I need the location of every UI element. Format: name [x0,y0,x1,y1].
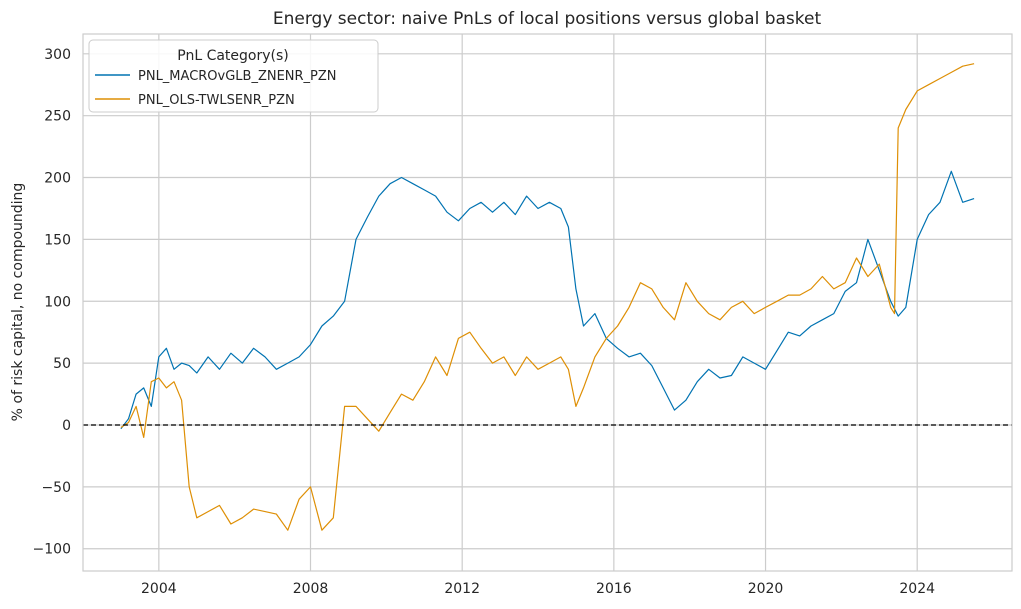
y-tick-label: 50 [53,356,71,372]
legend-label: PNL_OLS-TWLSENR_PZN [138,93,295,108]
y-tick-label: 0 [62,418,71,434]
y-tick-label: 300 [44,47,71,63]
series-line [120,170,975,430]
y-axis: −100 −50 0 50 100 150 200 250 300 [33,47,71,558]
y-tick-label: −50 [41,480,71,496]
chart-title: Energy sector: naive PnLs of local posit… [273,9,822,29]
y-tick-label: 250 [44,109,71,125]
legend: PnL Category(s) PNL_MACROvGLB_ZNENR_PZN … [88,39,379,113]
plot-background [83,34,1012,571]
x-tick-label: 2020 [748,581,784,597]
plot-frame [82,33,1013,572]
y-tick-label: −100 [33,542,71,558]
grid [83,34,1012,571]
x-tick-label: 2016 [596,581,632,597]
series-line [120,63,975,531]
x-tick-label: 2012 [444,581,480,597]
legend-title: PnL Category(s) [177,48,289,64]
x-tick-label: 2008 [293,581,329,597]
y-tick-label: 100 [44,294,71,310]
legend-label: PNL_MACROvGLB_ZNENR_PZN [138,69,337,84]
legend-box [88,39,379,113]
series-layer [120,63,975,531]
x-tick-label: 2024 [899,581,935,597]
x-tick-label: 2004 [141,581,177,597]
y-axis-label: % of risk capital, no compounding [10,183,26,422]
y-tick-label: 150 [44,232,71,248]
x-axis: 2004 2008 2012 2016 2020 2024 [141,581,935,597]
y-tick-label: 200 [44,171,71,187]
